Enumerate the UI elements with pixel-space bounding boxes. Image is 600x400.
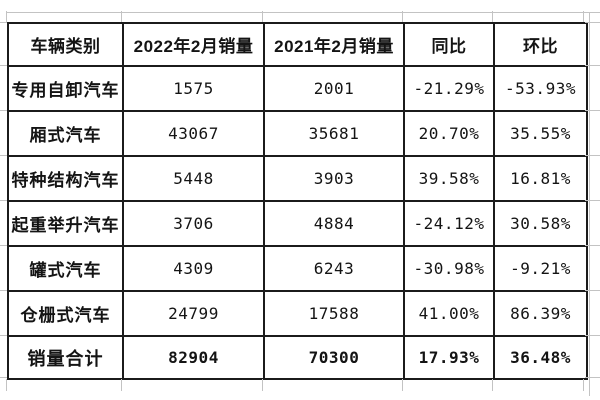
table-row: 罐式汽车 4309 6243 -30.98% -9.21% <box>7 245 588 292</box>
sales-2021-cell: 35681 <box>263 110 405 157</box>
sheet-gridline <box>6 11 7 22</box>
total-sales-2021-cell: 70300 <box>263 335 405 380</box>
sheet-gridline <box>492 379 493 391</box>
sheet-gridline <box>589 12 590 396</box>
sales-2022-cell: 43067 <box>122 110 265 157</box>
header-category: 车辆类别 <box>7 22 124 67</box>
total-sales-2022-cell: 82904 <box>122 335 265 380</box>
vehicle-sales-table: 车辆类别 2022年2月销量 2021年2月销量 同比 环比 专用自卸汽车 15… <box>7 22 588 380</box>
sheet-gridline <box>585 65 600 66</box>
sales-2022-cell: 5448 <box>122 155 265 202</box>
table-row: 专用自卸汽车 1575 2001 -21.29% -53.93% <box>7 65 588 112</box>
sheet-gridline <box>0 65 7 66</box>
category-cell: 厢式汽车 <box>7 110 124 157</box>
mom-cell: -9.21% <box>493 245 588 292</box>
sheet-gridline <box>492 11 493 22</box>
sheet-gridline <box>0 290 7 291</box>
sheet-gridline <box>583 379 584 391</box>
sheet-gridline <box>121 11 122 22</box>
header-yoy: 同比 <box>403 22 495 67</box>
sheet-gridline <box>585 290 600 291</box>
mom-cell: 30.58% <box>493 200 588 247</box>
table-row: 特种结构汽车 5448 3903 39.58% 16.81% <box>7 155 588 202</box>
mom-cell: 35.55% <box>493 110 588 157</box>
sheet-gridline <box>0 155 7 156</box>
sales-2021-cell: 17588 <box>263 290 405 337</box>
sheet-gridline <box>585 377 600 378</box>
category-cell: 特种结构汽车 <box>7 155 124 202</box>
sales-2021-cell: 4884 <box>263 200 405 247</box>
header-sales-2021: 2021年2月销量 <box>263 22 405 67</box>
sales-2021-cell: 3903 <box>263 155 405 202</box>
yoy-cell: 20.70% <box>403 110 495 157</box>
sheet-gridline <box>585 22 600 23</box>
sheet-gridline <box>0 110 7 111</box>
category-cell: 起重举升汽车 <box>7 200 124 247</box>
total-yoy-cell: 17.93% <box>403 335 495 380</box>
total-label-cell: 销量合计 <box>7 335 124 380</box>
mom-cell: -53.93% <box>493 65 588 112</box>
sheet-gridline <box>402 11 403 22</box>
header-row: 车辆类别 2022年2月销量 2021年2月销量 同比 环比 <box>7 22 588 67</box>
sales-2021-cell: 6243 <box>263 245 405 292</box>
sheet-gridline <box>262 379 263 391</box>
yoy-cell: -30.98% <box>403 245 495 292</box>
category-cell: 专用自卸汽车 <box>7 65 124 112</box>
sheet-gridline <box>0 335 7 336</box>
header-sales-2022: 2022年2月销量 <box>122 22 265 67</box>
sheet-gridline <box>585 200 600 201</box>
sheet-gridline <box>402 379 403 391</box>
sales-2022-cell: 3706 <box>122 200 265 247</box>
yoy-cell: -24.12% <box>403 200 495 247</box>
total-mom-cell: 36.48% <box>493 335 588 380</box>
yoy-cell: -21.29% <box>403 65 495 112</box>
sheet-gridline <box>585 245 600 246</box>
sales-2022-cell: 1575 <box>122 65 265 112</box>
mom-cell: 16.81% <box>493 155 588 202</box>
table-row: 起重举升汽车 3706 4884 -24.12% 30.58% <box>7 200 588 247</box>
sales-2022-cell: 4309 <box>122 245 265 292</box>
sheet-gridline <box>585 155 600 156</box>
sheet-gridline <box>0 377 7 378</box>
sheet-gridline <box>262 11 263 22</box>
sheet-gridline <box>6 12 600 13</box>
category-cell: 仓栅式汽车 <box>7 290 124 337</box>
sheet-gridline <box>583 11 584 22</box>
total-row: 销量合计 82904 70300 17.93% 36.48% <box>7 335 588 380</box>
table-row: 仓栅式汽车 24799 17588 41.00% 86.39% <box>7 290 588 337</box>
sheet-gridline <box>0 245 7 246</box>
header-mom: 环比 <box>493 22 588 67</box>
sheet-gridline <box>121 379 122 391</box>
sheet-gridline <box>0 22 7 23</box>
sales-2022-cell: 24799 <box>122 290 265 337</box>
category-cell: 罐式汽车 <box>7 245 124 292</box>
sheet-gridline <box>6 379 7 391</box>
mom-cell: 86.39% <box>493 290 588 337</box>
table-row: 厢式汽车 43067 35681 20.70% 35.55% <box>7 110 588 157</box>
sheet-gridline <box>585 110 600 111</box>
yoy-cell: 41.00% <box>403 290 495 337</box>
sheet-gridline <box>0 200 7 201</box>
yoy-cell: 39.58% <box>403 155 495 202</box>
sales-2021-cell: 2001 <box>263 65 405 112</box>
sheet-gridline <box>585 335 600 336</box>
